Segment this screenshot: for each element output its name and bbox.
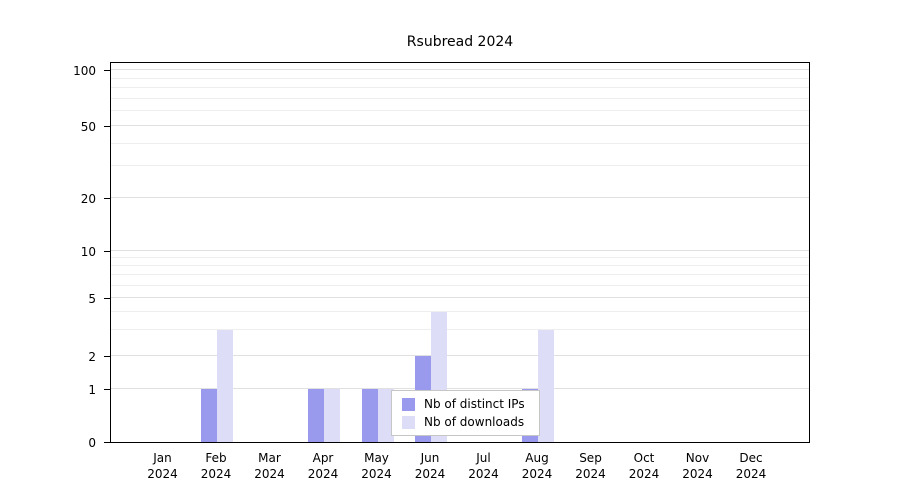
bar-downloads (377, 389, 394, 442)
gridline-minor (111, 87, 809, 89)
x-tick-label: Apr 2024 (307, 451, 339, 481)
chart-title: Rsubread 2024 (406, 34, 514, 50)
gridline-minor (111, 110, 809, 112)
gridline-minor (111, 329, 809, 331)
x-tick-label: Nov 2024 (682, 451, 713, 481)
gridline-minor (111, 98, 809, 99)
gridline-major (111, 125, 809, 127)
legend-swatch-downloads (402, 415, 415, 429)
gridline-major (111, 388, 809, 389)
gridline-minor (111, 142, 809, 144)
x-axis: Jan 2024 Feb 2024 Mar 2024 Apr 2024 May 2024 Jun 20… (110, 450, 810, 492)
gridline-minor (111, 257, 809, 259)
bar-distinct-ips (308, 389, 324, 442)
x-tick-label: Mar 2024 (254, 451, 285, 481)
bar-downloads (324, 389, 340, 442)
y-tick-mark (104, 298, 110, 299)
gridline-major (111, 197, 809, 199)
legend-item-distinct-ips: Nb of distinct IPs (402, 397, 525, 411)
legend-label: Nb of downloads (424, 415, 525, 429)
legend-swatch-distinct-ips (402, 397, 415, 411)
x-tick-label: Dec 2024 (735, 451, 767, 481)
gridline-minor (111, 77, 809, 79)
gridline-minor (111, 274, 809, 276)
y-tick-label: 2 (88, 349, 96, 364)
x-tick-label: Oct 2024 (628, 451, 660, 481)
x-tick-label: Jan 2024 (147, 451, 178, 481)
y-tick-mark (104, 442, 110, 443)
y-tick-mark (104, 70, 110, 72)
y-tick-label: 100 (73, 64, 96, 79)
legend-item-downloads: Nb of downloads (402, 415, 525, 429)
y-tick-mark (104, 389, 110, 390)
gridline-major (111, 354, 809, 356)
y-tick-label: 0 (88, 436, 96, 450)
gridline-major (111, 69, 809, 71)
y-tick-mark (104, 198, 110, 200)
gridline-major (111, 297, 809, 298)
y-tick-label: 10 (80, 245, 96, 260)
bar-downloads (538, 330, 554, 442)
y-tick-mark (104, 126, 110, 128)
gridline-minor (111, 311, 809, 313)
plot-area (110, 62, 810, 443)
x-tick-label: Feb 2024 (200, 451, 232, 481)
x-tick-label: Jun 2024 (414, 451, 446, 481)
y-tick-label: 1 (88, 383, 96, 397)
x-tick-label: Jul 2024 (468, 451, 499, 481)
bar-distinct-ips (201, 389, 217, 442)
x-tick-label: Sep 2024 (575, 451, 606, 481)
gridline-minor (111, 165, 809, 167)
y-tick-label: 50 (80, 120, 96, 135)
y-axis: 0 1 2 5 10 20 50 100 (0, 62, 110, 450)
legend-label: Nb of distinct IPs (424, 397, 525, 411)
gridline-minor (111, 265, 809, 267)
y-tick-label: 5 (88, 292, 96, 306)
x-tick-label: May 2024 (361, 451, 392, 481)
y-tick-mark (104, 251, 110, 253)
x-tick-label: Aug 2024 (521, 451, 553, 481)
bar-distinct-ips (361, 389, 378, 442)
gridline-minor (111, 284, 809, 286)
y-tick-mark (104, 355, 110, 357)
legend: Nb of distinct IPs Nb of downloads (391, 390, 540, 436)
bar-downloads (217, 330, 233, 442)
y-tick-label: 20 (80, 192, 96, 207)
gridline-major (111, 250, 809, 252)
